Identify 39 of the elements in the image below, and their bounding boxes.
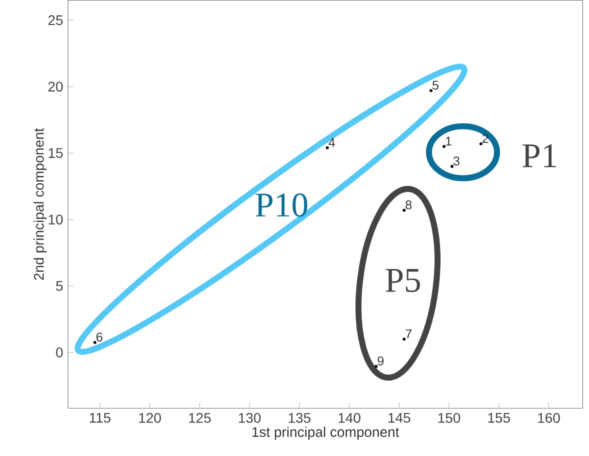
x-tick-label: 150 xyxy=(438,412,460,423)
x-tick-label: 155 xyxy=(488,412,510,423)
y-tick-label: 0 xyxy=(56,347,63,358)
y-tick-label: 5 xyxy=(56,280,63,291)
point xyxy=(402,208,406,212)
x-tick-label: 120 xyxy=(139,412,161,423)
x-tick-label: 135 xyxy=(288,412,310,423)
point xyxy=(402,338,406,340)
point xyxy=(450,164,454,168)
point xyxy=(442,144,446,148)
annotation: P5 xyxy=(386,268,420,292)
x-tick-label: 145 xyxy=(388,412,410,423)
y-tick-label: 25 xyxy=(48,15,63,26)
x-tick-label: 125 xyxy=(189,412,211,423)
point xyxy=(430,89,433,92)
x-tick-label: 140 xyxy=(338,412,360,423)
y-tick-label: 10 xyxy=(48,214,63,224)
annotation: 4 xyxy=(328,138,335,147)
annotation: P1 xyxy=(522,144,556,168)
annotation: 7 xyxy=(406,329,412,338)
annotation: 2 xyxy=(482,134,488,143)
y-tick-label: 20 xyxy=(48,82,63,92)
point xyxy=(374,364,378,368)
y-axis-title: 2nd principal component xyxy=(34,128,47,280)
x-axis-title: 1st principal component xyxy=(252,426,400,440)
point xyxy=(479,142,482,146)
y-tick-label: 15 xyxy=(48,148,63,158)
annotation: 3 xyxy=(453,156,460,166)
annotation: 9 xyxy=(378,356,384,366)
x-tick-label: 115 xyxy=(90,412,110,423)
annotation: P10 xyxy=(256,193,308,217)
point xyxy=(93,340,96,344)
annotation: 8 xyxy=(406,200,412,210)
annotation: 5 xyxy=(432,80,439,90)
x-tick-label: 130 xyxy=(238,412,261,423)
annotation: 6 xyxy=(96,332,102,342)
point xyxy=(326,146,329,150)
x-tick-label: 160 xyxy=(538,412,560,423)
annotation: 1 xyxy=(446,136,452,146)
